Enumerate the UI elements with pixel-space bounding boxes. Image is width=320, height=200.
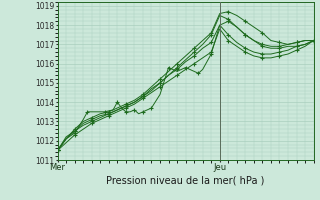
X-axis label: Pression niveau de la mer( hPa ): Pression niveau de la mer( hPa ) bbox=[107, 175, 265, 185]
